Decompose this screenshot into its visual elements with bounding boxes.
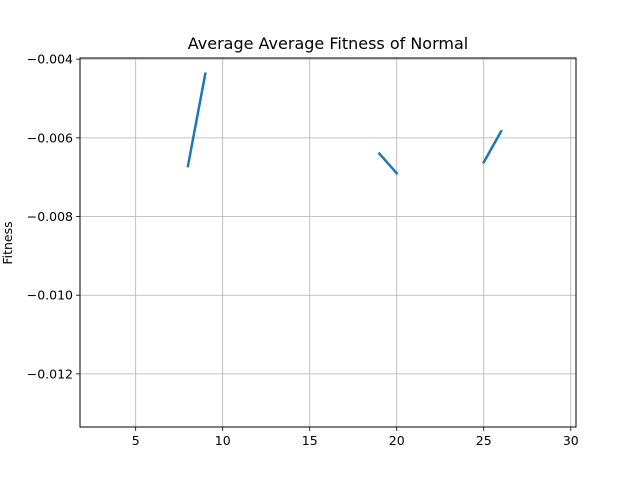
series-line-segment <box>482 129 503 164</box>
y-tick-label: −0.008 <box>27 209 73 224</box>
ticks: 5 10 15 20 25 30 −0.004 −0.006 −0.008 −0.010 −0.01… <box>27 52 579 448</box>
x-tick-label: 10 <box>215 433 231 448</box>
series-line-segment <box>377 151 399 176</box>
series-line-segment <box>186 72 207 168</box>
series-layer <box>186 72 503 176</box>
x-tick-label: 30 <box>563 433 579 448</box>
y-tick-label: −0.004 <box>27 52 73 67</box>
grid <box>80 58 576 427</box>
plot-frame <box>79 57 577 428</box>
chart-title: Average Average Fitness of Normal <box>188 34 468 53</box>
y-axis-label: Fitness <box>0 221 15 264</box>
x-tick-label: 20 <box>389 433 405 448</box>
x-tick-label: 25 <box>476 433 492 448</box>
x-tick-label: 15 <box>302 433 318 448</box>
y-tick-label: −0.006 <box>27 130 73 145</box>
y-tick-label: −0.012 <box>27 366 73 381</box>
x-tick-label: 5 <box>132 433 140 448</box>
y-tick-label: −0.010 <box>27 288 73 303</box>
